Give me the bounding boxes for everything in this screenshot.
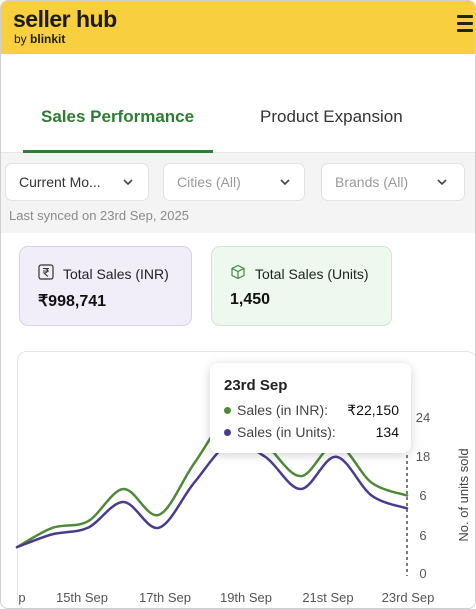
logo-title: seller hub: [13, 6, 117, 32]
y2-tick-label: 6: [419, 488, 426, 503]
x-tick-label: p: [18, 590, 25, 605]
y2-tick-label: 24: [416, 410, 430, 425]
series-line-units: [15, 441, 409, 549]
brands-dropdown-label: Brands (All): [335, 174, 409, 190]
total-sales-inr-card: Total Sales (INR) ₹998,741: [19, 246, 192, 326]
y2-tick-label: 6: [419, 528, 426, 543]
filter-bar: Current Mo... Cities (All) Brands (All) …: [1, 153, 475, 233]
summary-cards: Total Sales (INR) ₹998,741 Total Sales (…: [1, 233, 475, 343]
y2-tick-label: 0: [419, 566, 426, 581]
last-synced-text: Last synced on 23rd Sep, 2025: [9, 208, 189, 223]
logo-subtitle-prefix: by: [14, 32, 27, 46]
tooltip-row-inr: Sales (in INR): ₹22,150: [224, 402, 399, 418]
total-sales-inr-value: ₹998,741: [38, 293, 107, 310]
x-tick-label: 23rd Sep: [382, 590, 435, 605]
total-sales-units-value: 1,450: [230, 291, 271, 308]
logo-subtitle: by blinkit: [14, 32, 65, 46]
brands-dropdown[interactable]: Brands (All): [321, 163, 465, 201]
x-tick-label: 17th Sep: [139, 590, 191, 605]
chevron-down-icon: [123, 179, 133, 186]
tooltip-date: 23rd Sep: [224, 377, 288, 394]
rupee-icon: [38, 264, 54, 280]
box-icon: [231, 264, 245, 280]
app-header: seller hub by blinkit: [1, 1, 475, 54]
total-sales-units-card: Total Sales (Units) 1,450: [211, 246, 392, 326]
series-dot-inr: [224, 406, 231, 414]
chart-tooltip: 23rd Sep Sales (in INR): ₹22,150 Sales (i…: [210, 363, 411, 453]
y2-tick-label: 18: [416, 449, 430, 464]
x-tick-label: 15th Sep: [56, 590, 108, 605]
hamburger-menu-icon[interactable]: [457, 15, 473, 35]
period-dropdown-label: Current Mo...: [19, 174, 101, 190]
logo-subtitle-brand: blinkit: [30, 32, 66, 46]
tooltip-row-units: Sales (in Units): 134: [224, 424, 399, 440]
cities-dropdown[interactable]: Cities (All): [163, 163, 305, 201]
cities-dropdown-label: Cities (All): [177, 174, 241, 190]
chevron-down-icon: [437, 179, 447, 186]
chevron-down-icon: [280, 179, 290, 186]
x-tick-label: 19th Sep: [220, 590, 272, 605]
tab-product-expansion[interactable]: Product Expansion: [260, 107, 403, 126]
series-dot-units: [224, 428, 231, 436]
total-sales-units-label: Total Sales (Units): [255, 266, 369, 282]
active-tab-indicator: [23, 150, 213, 153]
tab-bar: Sales Performance Product Expansion: [1, 77, 475, 153]
tab-sales-performance[interactable]: Sales Performance: [41, 107, 195, 126]
period-dropdown[interactable]: Current Mo...: [5, 163, 149, 201]
tooltip-row-inr-name: Sales (in INR):: [237, 402, 329, 418]
total-sales-inr-label: Total Sales (INR): [63, 266, 169, 282]
tooltip-row-units-name: Sales (in Units):: [237, 424, 336, 440]
tooltip-row-inr-value: ₹22,150: [347, 402, 399, 418]
y2-axis-label: No. of units sold: [456, 448, 471, 541]
tooltip-row-units-value: 134: [375, 424, 399, 440]
x-tick-label: 21st Sep: [302, 590, 353, 605]
